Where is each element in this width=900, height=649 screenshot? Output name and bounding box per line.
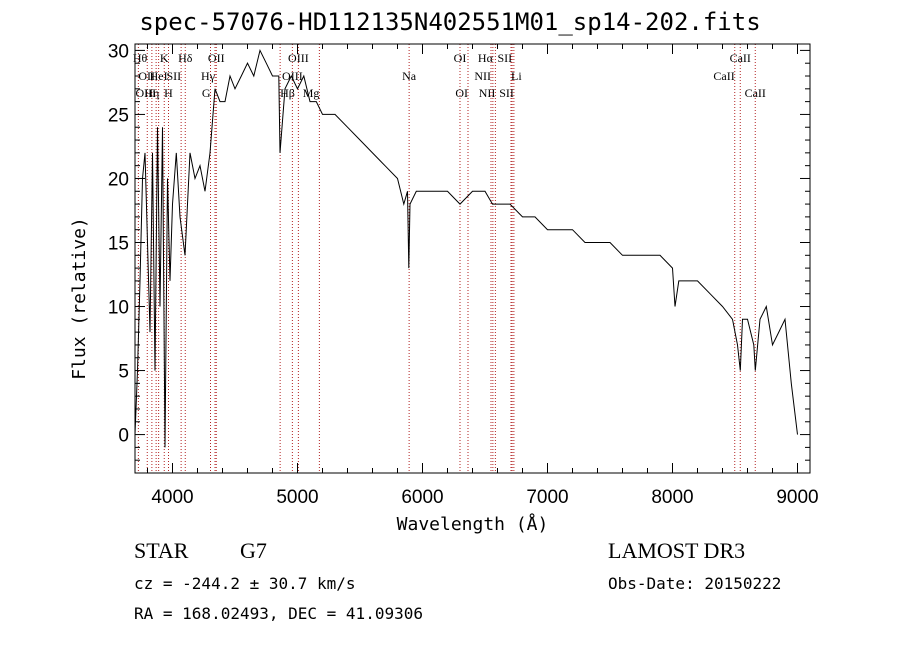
ra-dec-coordinates: RA = 168.02493, DEC = 41.09306 (134, 604, 423, 623)
line-label: SII (499, 86, 514, 100)
chart-title: spec-57076-HD112135N402551M01_sp14-202.f… (139, 8, 761, 36)
line-label: CaII (730, 51, 751, 65)
line-label: Mg (303, 86, 320, 100)
y-tick-label: 30 (108, 41, 129, 62)
survey-name: LAMOST DR3 (608, 538, 746, 563)
x-axis-label: Wavelength (Å) (397, 513, 549, 535)
line-label: H (164, 86, 173, 100)
x-tick-label: 7000 (526, 487, 568, 508)
object-class: STAR (134, 538, 189, 563)
y-tick-label: 20 (108, 169, 129, 190)
spectrum-line (134, 48, 798, 448)
y-tick-label: 0 (118, 426, 129, 447)
line-label: Hη (144, 86, 159, 100)
y-tick-label: 25 (108, 105, 129, 126)
line-label: K (160, 51, 169, 65)
line-label: Hγ (201, 69, 216, 83)
y-tick-label: 15 (108, 233, 129, 254)
x-tick-label: 6000 (401, 487, 443, 508)
line-label: OIII (288, 51, 309, 65)
line-label: OIII (282, 69, 303, 83)
line-label: CaII (745, 86, 766, 100)
line-label: OII (138, 69, 155, 83)
line-label: OI (455, 86, 468, 100)
line-label: Na (402, 69, 417, 83)
x-tick-label: 9000 (776, 487, 818, 508)
line-label: Hβ (280, 86, 295, 100)
x-tick-label: 5000 (276, 487, 318, 508)
line-label: HeI (150, 69, 168, 83)
y-tick-label: 10 (108, 298, 129, 319)
line-label: OII (208, 51, 225, 65)
plot-frame (134, 43, 811, 474)
x-tick-label: 4000 (151, 487, 193, 508)
line-label: Hδ (178, 51, 193, 65)
line-label: G (202, 86, 211, 100)
line-label: Hα (478, 51, 494, 65)
line-label: OI (454, 51, 467, 65)
line-label: OIII (135, 86, 156, 100)
line-label: SII (166, 69, 181, 83)
y-axis-label: Flux (relative) (69, 217, 90, 380)
line-label: SII (497, 51, 512, 65)
line-label: NII (474, 69, 491, 83)
x-tick-label: 8000 (651, 487, 693, 508)
y-tick-label: 5 (118, 362, 129, 383)
spectral-subclass: G7 (240, 538, 267, 563)
redshift-cz: cz = -244.2 ± 30.7 km/s (134, 574, 356, 593)
line-label: NII (479, 86, 496, 100)
line-label: Li (511, 69, 522, 83)
observation-date: Obs-Date: 20150222 (608, 574, 782, 593)
line-label: CaII (713, 69, 734, 83)
line-label: Hθ (133, 51, 148, 65)
